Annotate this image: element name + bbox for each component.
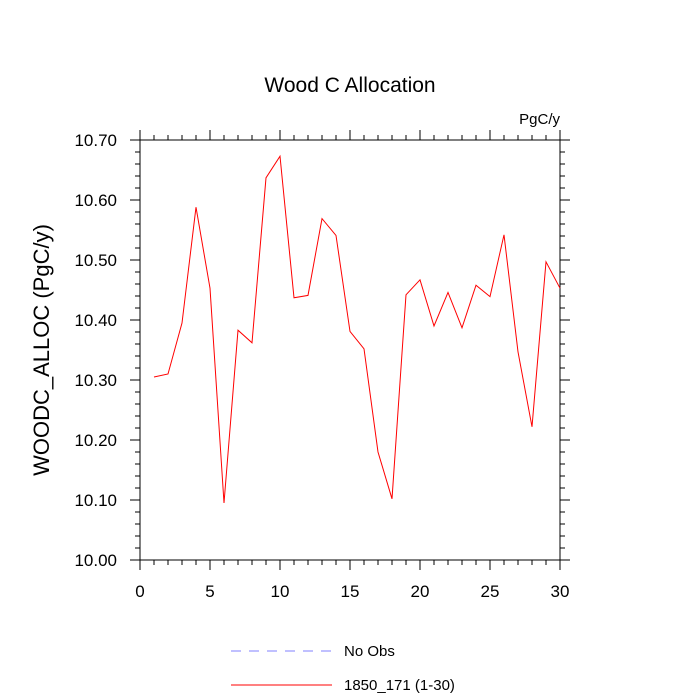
x-tick-label: 10	[271, 582, 290, 601]
series-line	[153, 154, 561, 504]
y-tick-labels: 10.00 10.10 10.20 10.30 10.40 10.50 10.60 10.70	[74, 131, 117, 570]
legend: No Obs 1850_171 (1-30)	[231, 643, 455, 694]
chart-title: Wood C Allocation	[264, 74, 435, 97]
major-ticks	[130, 130, 570, 570]
y-tick-label: 10.70	[74, 131, 117, 150]
x-tick-label: 25	[481, 582, 500, 601]
x-tick-label: 5	[205, 582, 214, 601]
series-layer	[153, 154, 561, 504]
x-tick-label: 0	[135, 582, 144, 601]
x-tick-label: 15	[341, 582, 360, 601]
y-tick-label: 10.10	[74, 491, 117, 510]
minor-ticks	[135, 135, 565, 565]
y-tick-label: 10.30	[74, 371, 117, 390]
plot-border	[139, 139, 561, 561]
plot-frame	[139, 139, 561, 561]
y-tick-label: 10.60	[74, 191, 117, 210]
y-axis-label: WOODC_ALLOC (PgC/y)	[29, 224, 54, 476]
y-tick-label: 10.50	[74, 251, 117, 270]
legend-label: 1850_171 (1-30)	[344, 677, 455, 694]
y-tick-label: 10.40	[74, 311, 117, 330]
units-label: PgC/y	[519, 111, 560, 128]
legend-label: No Obs	[344, 643, 395, 660]
y-tick-label: 10.20	[74, 431, 117, 450]
x-tick-labels: 0 5 10 15 20 25 30	[135, 582, 569, 601]
y-tick-label: 10.00	[74, 551, 117, 570]
x-tick-label: 20	[411, 582, 430, 601]
x-tick-label: 30	[551, 582, 570, 601]
